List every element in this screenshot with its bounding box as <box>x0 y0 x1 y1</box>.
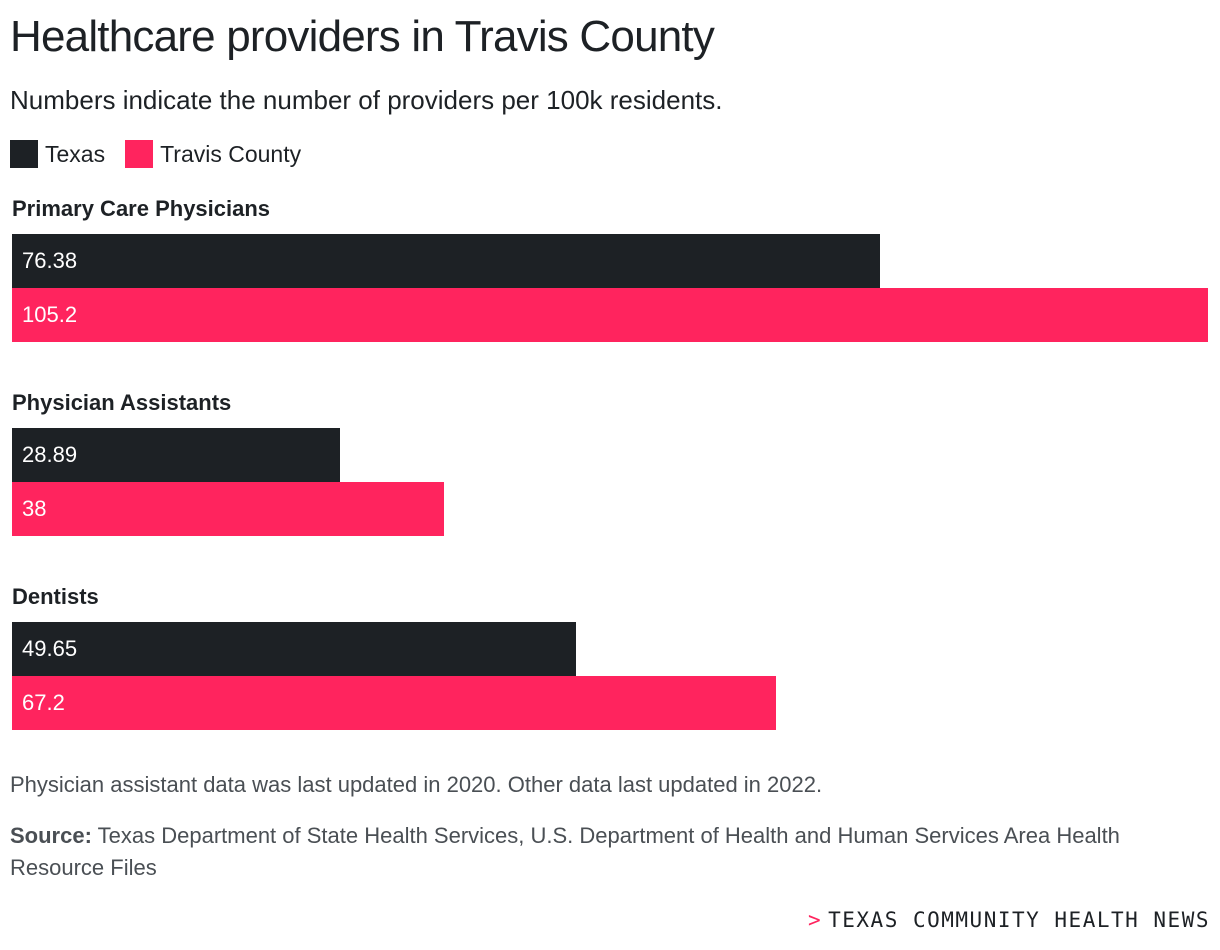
bar-travis-county: 67.2 <box>12 676 776 730</box>
category-label: Physician Assistants <box>12 390 232 415</box>
legend-label-texas: Texas <box>45 140 106 167</box>
chart-title: Healthcare providers in Travis County <box>10 12 715 61</box>
bar-group-primary-care-physicians: Primary Care Physicians 76.38 105.2 <box>12 194 1208 342</box>
bar-texas: 28.89 <box>12 428 340 482</box>
bar-value-label: 67.2 <box>22 690 65 715</box>
legend-swatch-texas <box>10 140 38 168</box>
bar-value-label: 49.65 <box>22 636 78 661</box>
bar-group-physician-assistants: Physician Assistants 28.89 38 <box>12 388 1208 536</box>
source-label: Source: <box>10 823 92 848</box>
bar-value-label: 105.2 <box>22 302 78 327</box>
brand-logo: > TEXAS COMMUNITY HEALTH NEWS <box>808 908 1210 932</box>
source-text: Texas Department of State Health Service… <box>10 823 1120 880</box>
bar-travis-county: 105.2 <box>12 288 1208 342</box>
brand-arrow-icon: > <box>807 908 823 932</box>
legend-swatch-travis-county <box>125 140 154 168</box>
bar-travis-county: 38 <box>12 482 444 536</box>
bar-group-dentists: Dentists 49.65 67.2 <box>12 582 1208 730</box>
legend-item-texas: Texas <box>10 140 105 168</box>
chart-subtitle: Numbers indicate the number of providers… <box>10 85 723 115</box>
category-label: Primary Care Physicians <box>12 196 271 221</box>
bar-texas: 49.65 <box>12 622 576 676</box>
bar-value-label: 38 <box>22 496 47 521</box>
legend-label-travis-county: Travis County <box>160 140 302 167</box>
category-label: Dentists <box>12 584 99 609</box>
legend-item-travis-county: Travis County <box>125 140 301 168</box>
legend: Texas Travis County <box>10 140 321 168</box>
chart-note: Physician assistant data was last update… <box>10 772 823 797</box>
bar-texas: 76.38 <box>12 234 880 288</box>
bar-value-label: 28.89 <box>22 442 78 467</box>
source-credit: Source: Texas Department of State Health… <box>10 820 1210 884</box>
brand-name: TEXAS COMMUNITY HEALTH NEWS <box>828 908 1210 932</box>
bar-value-label: 76.38 <box>22 248 78 273</box>
